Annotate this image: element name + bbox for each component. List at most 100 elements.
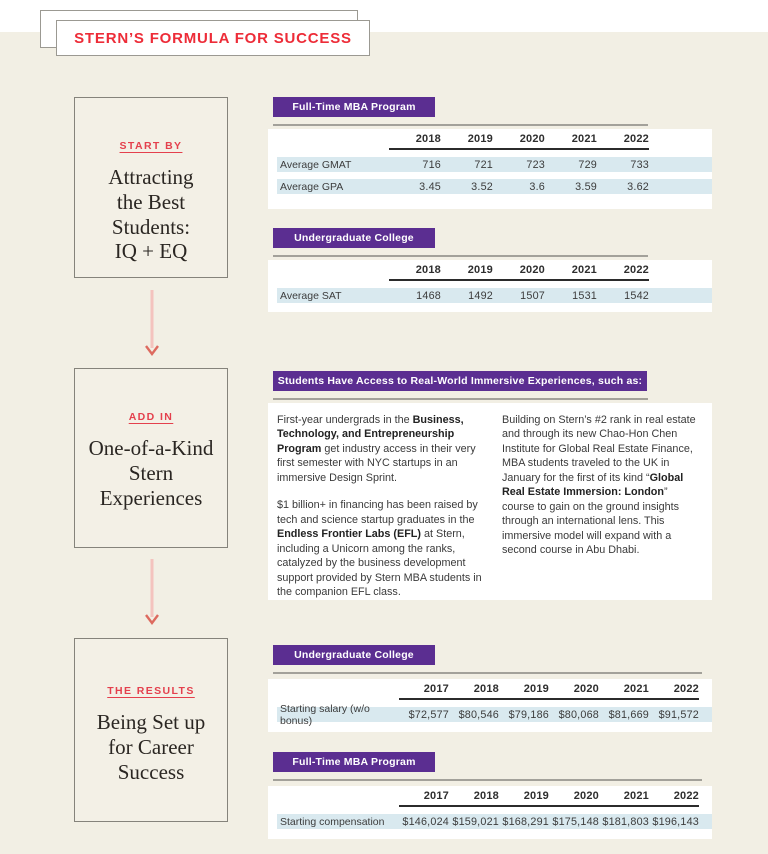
year-header: 2018: [415, 133, 441, 145]
cell-value: 723: [526, 158, 545, 171]
cell-value: 3.62: [627, 180, 649, 193]
cell-value: $80,068: [558, 708, 599, 721]
cell-value: $91,572: [658, 708, 699, 721]
cell-value: $181,803: [602, 815, 649, 828]
cell-value: 3.45: [419, 180, 441, 193]
year-header: 2022: [673, 683, 699, 695]
stats-table: 2018 2019 2020 2021 2022 Average GMAT 716 721 72…: [268, 129, 712, 209]
section-rule: [273, 779, 702, 781]
mba-admissions-section: Full-Time MBA Program 2018 2019 2020 2021 20…: [268, 97, 712, 209]
section-badge: Students Have Access to Real-World Immer…: [273, 371, 647, 391]
mba-compensation-section: Full-Time MBA Program 2017 2018 2019 2020 20…: [268, 752, 712, 839]
table-header-row: 2018 2019 2020 2021 2022: [277, 264, 712, 281]
cell-value: 1468: [416, 289, 441, 302]
paragraph: Building on Stern’s #2 rank in real esta…: [502, 413, 700, 558]
row-label: Starting salary (w/o bonus): [280, 702, 370, 727]
row-label: Starting compensation: [280, 815, 385, 828]
table-header-row: 2017 2018 2019 2020 2021 2022: [277, 790, 712, 807]
cell-value: 729: [578, 158, 597, 171]
table-row: Average GMAT 716 721 723 729 733: [277, 157, 712, 172]
text-run: ” course to gain on the ground insights …: [502, 486, 680, 557]
title-box: STERN’S FORMULA FOR SUCCESS: [56, 20, 370, 56]
year-header: 2018: [473, 790, 499, 802]
row-label: Average GMAT: [280, 158, 352, 171]
year-header: 2019: [523, 790, 549, 802]
flow-step-attracting-students: START BY Attracting the Best Students: I…: [74, 97, 228, 278]
text-run: $1 billion+ in financing has been raised…: [277, 499, 478, 526]
cell-value: $175,148: [552, 815, 599, 828]
table-row: Starting salary (w/o bonus) $72,577 $80,54…: [277, 703, 712, 727]
table-header-row: 2018 2019 2020 2021 2022: [277, 133, 712, 150]
paragraph: $1 billion+ in financing has been raised…: [277, 498, 489, 599]
year-header: 2019: [523, 683, 549, 695]
cell-value: $168,291: [502, 815, 549, 828]
table-year-headers: 2018 2019 2020 2021 2022: [389, 133, 649, 150]
year-header: 2021: [571, 133, 597, 145]
cell-value: 1507: [520, 289, 545, 302]
stats-table: 2017 2018 2019 2020 2021 2022 Starting compens…: [268, 786, 712, 839]
undergrad-admissions-section: Undergraduate College 2018 2019 2020 2021 20…: [268, 228, 712, 312]
section-badge: Full-Time MBA Program: [273, 97, 435, 117]
table-year-headers: 2017 2018 2019 2020 2021 2022: [399, 683, 699, 700]
cell-value: 721: [474, 158, 493, 171]
cell-value: 1531: [572, 289, 597, 302]
flow-step-stern-experiences: ADD IN One-of-a-Kind Stern Experiences: [74, 368, 228, 548]
cell-value: $80,546: [458, 708, 499, 721]
year-header: 2021: [623, 683, 649, 695]
immersive-experiences-section: Students Have Access to Real-World Immer…: [268, 371, 712, 600]
cell-value: $79,186: [508, 708, 549, 721]
bold-text-run: Endless Frontier Labs (EFL): [277, 528, 421, 541]
cell-value: 733: [630, 158, 649, 171]
text-run: at Stern, including a Unicorn among the …: [277, 528, 482, 598]
year-header: 2020: [573, 683, 599, 695]
section-badge: Undergraduate College: [273, 228, 435, 248]
cell-value: $72,577: [408, 708, 449, 721]
flow-arrow-down-icon: [145, 559, 159, 625]
table-row: Average SAT 1468 1492 1507 1531 1542: [277, 288, 712, 303]
bold-text-run: Business, Technology, and Entrepreneursh…: [277, 414, 464, 455]
section-rule: [273, 255, 648, 257]
year-header: 2019: [467, 264, 493, 276]
table-row: Average GPA 3.45 3.52 3.6 3.59 3.62: [277, 179, 712, 194]
cell-value: $81,669: [608, 708, 649, 721]
cell-value: 716: [422, 158, 441, 171]
section-rule: [273, 124, 648, 126]
text-run: get industry access in their very first …: [277, 442, 476, 484]
cell-value: 1492: [468, 289, 493, 302]
cell-value: $146,024: [402, 815, 449, 828]
year-header: 2017: [423, 790, 449, 802]
table-row: Starting compensation $146,024 $159,021 $16…: [277, 814, 712, 829]
row-label: Average GPA: [280, 180, 344, 193]
flow-arrow-down-icon: [145, 290, 159, 356]
page-title: STERN’S FORMULA FOR SUCCESS: [74, 29, 352, 47]
undergrad-salary-section: Undergraduate College 2017 2018 2019 2020 20…: [268, 645, 712, 732]
year-header: 2022: [623, 133, 649, 145]
table-year-headers: 2018 2019 2020 2021 2022: [389, 264, 649, 281]
bold-text-run: Global Real Estate Immersion: London: [502, 471, 684, 499]
year-header: 2017: [423, 683, 449, 695]
section-badge: Full-Time MBA Program: [273, 752, 435, 772]
flow-step-heading: Being Set up for Career Success: [96, 710, 206, 784]
text-run: Building on Stern’s #2 rank in real esta…: [502, 414, 696, 484]
year-header: 2021: [571, 264, 597, 276]
flow-step-label: ADD IN: [128, 411, 174, 423]
year-header: 2022: [673, 790, 699, 802]
flow-step-label: START BY: [119, 140, 183, 152]
flow-step-label: THE RESULTS: [107, 685, 195, 697]
stats-table: 2017 2018 2019 2020 2021 2022 Starting salary …: [268, 679, 712, 732]
stats-table: 2018 2019 2020 2021 2022 Average SAT 1468 1492 1…: [268, 260, 712, 312]
cell-value: 3.59: [575, 180, 597, 193]
cell-value: $196,143: [652, 815, 699, 828]
paragraph: First-year undergrads in the Business, T…: [277, 413, 489, 485]
year-header: 2021: [623, 790, 649, 802]
cell-value: 1542: [624, 289, 649, 302]
year-header: 2022: [623, 264, 649, 276]
cell-value: $159,021: [452, 815, 499, 828]
section-rule: [273, 672, 702, 674]
year-header: 2019: [467, 133, 493, 145]
year-header: 2020: [519, 133, 545, 145]
immersive-left-column: First-year undergrads in the Business, T…: [277, 413, 489, 600]
cell-value: 3.52: [471, 180, 493, 193]
section-rule: [273, 398, 648, 400]
